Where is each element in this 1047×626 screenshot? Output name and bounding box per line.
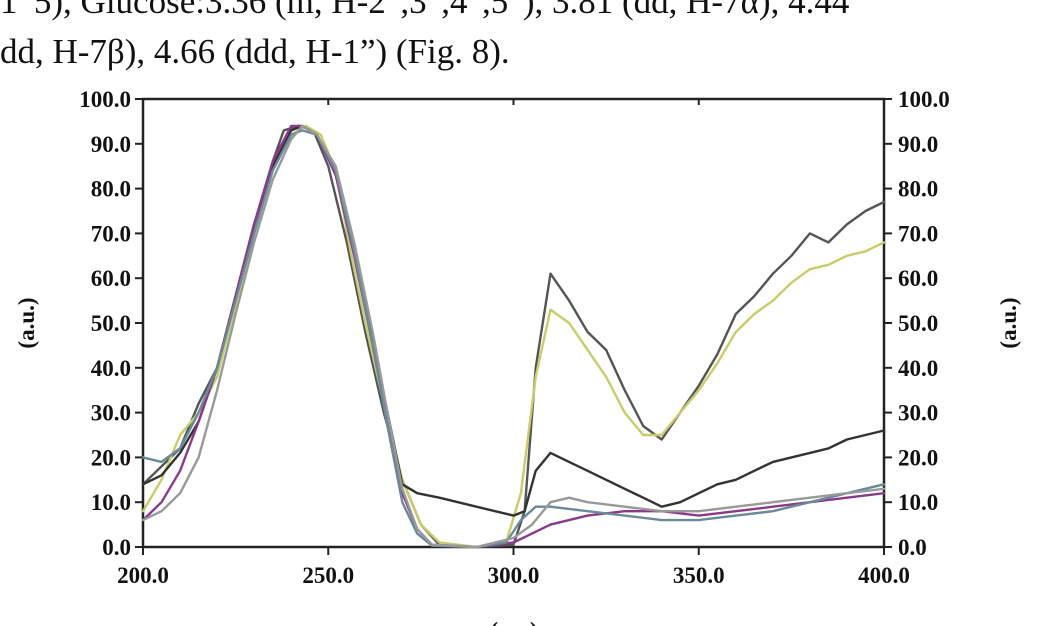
y-tick-label-left: 50.0 <box>91 311 131 336</box>
y-tick-label-right: 50.0 <box>898 311 938 336</box>
x-tick-label: 300.0 <box>488 563 540 588</box>
series-line-1 <box>141 124 886 549</box>
y-tick-label-left: 60.0 <box>91 266 131 291</box>
series-line-5 <box>141 129 886 549</box>
y-tick-label-left: 0.0 <box>102 535 131 560</box>
body-text-line-2: dd, H-7β), 4.66 (ddd, H-1”) (Fig. 8). <box>0 32 510 71</box>
y-tick-label-left: 80.0 <box>91 177 131 202</box>
y-axis-title-right: (a.u.) <box>996 297 1021 348</box>
x-axis-title: (nm) <box>490 618 537 626</box>
x-axis: 200.0 250.0 300.0 350.0 400.0 <box>117 99 910 588</box>
y-tick-label-right: 40.0 <box>898 356 938 381</box>
series-line-6 <box>141 124 886 549</box>
x-tick-label: 350.0 <box>673 563 725 588</box>
y-tick-label-left: 100.0 <box>79 87 131 112</box>
series-line-4 <box>141 124 886 549</box>
series-group <box>141 124 886 549</box>
y-tick-label-left: 10.0 <box>91 490 131 515</box>
body-text-line-1: 1′ 5), Glucose:3.36 (m, H-2″,3″,4″,5″), … <box>0 0 850 21</box>
x-tick-label: 250.0 <box>302 563 354 588</box>
y-tick-label-right: 80.0 <box>898 177 938 202</box>
y-tick-label-right: 10.0 <box>898 490 938 515</box>
plot-border <box>141 97 886 549</box>
y-axis-left: 0.0 10.0 20.0 30.0 40.0 50.0 60.0 70.0 80.0 90.0 1… <box>79 87 143 560</box>
x-tick-label: 400.0 <box>858 563 910 588</box>
y-tick-label-right: 60.0 <box>898 266 938 291</box>
y-tick-label-right: 70.0 <box>898 221 938 246</box>
y-tick-label-right: 30.0 <box>898 401 938 426</box>
y-tick-label-left: 40.0 <box>91 356 131 381</box>
y-tick-label-right: 20.0 <box>898 445 938 470</box>
plot-frame <box>141 97 886 549</box>
y-tick-label-right: 0.0 <box>898 535 927 560</box>
series-line-3 <box>141 124 886 517</box>
y-axis-title-left: (a.u.) <box>14 297 39 348</box>
x-tick-label: 200.0 <box>117 563 169 588</box>
y-tick-label-right: 90.0 <box>898 132 938 157</box>
y-tick-label-left: 90.0 <box>91 132 131 157</box>
y-axis-right: 0.0 10.0 20.0 30.0 40.0 50.0 60.0 70.0 80.0 90.0 1… <box>884 87 950 560</box>
series-line-2 <box>141 124 886 549</box>
y-tick-label-left: 30.0 <box>91 401 131 426</box>
y-tick-label-left: 70.0 <box>91 221 131 246</box>
y-tick-label-left: 20.0 <box>91 445 131 470</box>
y-tick-label-right: 100.0 <box>898 87 950 112</box>
